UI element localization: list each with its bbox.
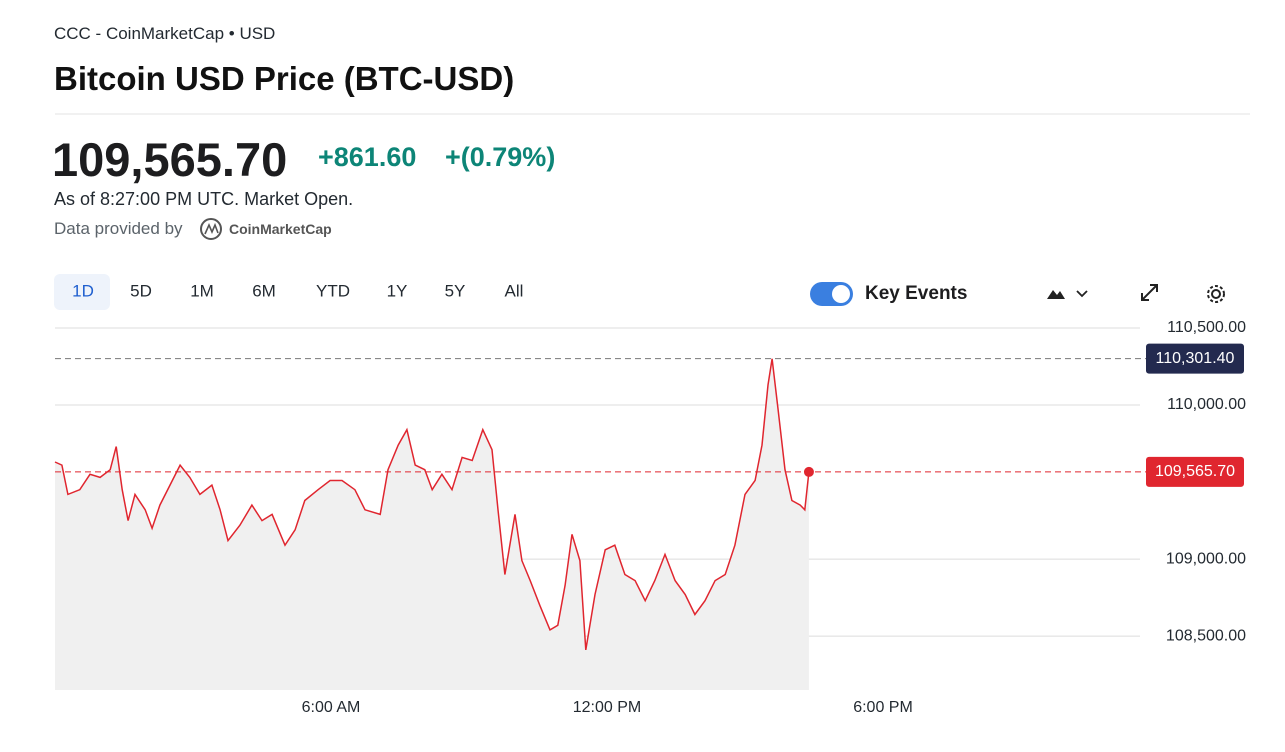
toggle-knob [832, 285, 850, 303]
provider: CoinMarketCap [229, 221, 332, 237]
dropdown-icon [1076, 290, 1088, 298]
range-button[interactable]: 5D [130, 281, 152, 300]
provider-logo-mark [204, 222, 219, 235]
range-selected-bg [54, 274, 110, 310]
provider-logo [200, 218, 222, 240]
range-button[interactable]: All [505, 281, 524, 300]
change: +861.60 [318, 142, 417, 172]
title: Bitcoin USD Price (BTC-USD) [54, 60, 515, 97]
range-button[interactable]: 5Y [445, 281, 466, 300]
x-tick-label: 6:00 AM [302, 699, 361, 716]
reference-label-bg [1146, 343, 1244, 374]
price-line [54, 358, 810, 651]
range-button[interactable]: 1Y [387, 281, 408, 300]
price: 109,565.70 [52, 133, 288, 186]
provided-by: Data provided by [54, 219, 183, 238]
y-tick-label: 108,500.00 [1166, 627, 1246, 644]
fullscreen-icon[interactable] [1141, 284, 1158, 301]
x-tick-label: 12:00 PM [573, 699, 641, 716]
reference-label: 110,301.40 [1156, 350, 1235, 367]
range-button[interactable]: YTD [316, 281, 350, 300]
y-tick-label: 109,000.00 [1166, 550, 1246, 567]
reference-label: 109,565.70 [1155, 463, 1235, 480]
area [55, 358, 809, 690]
y-tick-label: 110,000.00 [1167, 396, 1246, 413]
key-events[interactable]: Key Events [865, 283, 968, 304]
x-tick-label: 6:00 PM [853, 699, 913, 716]
settings-icon[interactable] [1211, 289, 1221, 299]
as-of: As of 8:27:00 PM UTC. Market Open. [54, 189, 354, 209]
settings-icon-ring [1207, 285, 1225, 303]
chart-type-icon[interactable] [1047, 290, 1065, 299]
change-percent: +(0.79%) [445, 142, 556, 172]
range-button[interactable]: 1M [190, 281, 214, 300]
range-button[interactable]: 1D [72, 281, 94, 300]
source: CCC - CoinMarketCap • USD [54, 24, 276, 43]
reference-label-bg [1146, 456, 1244, 487]
y-tick-label: 110,500.00 [1167, 319, 1246, 336]
range-button[interactable]: 6M [252, 281, 276, 300]
